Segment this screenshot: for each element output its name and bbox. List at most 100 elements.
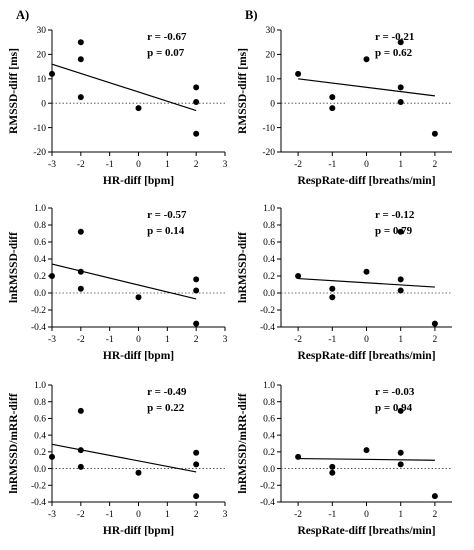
x-tick-label: 2 (433, 160, 438, 170)
x-tick-label: 1 (165, 510, 170, 520)
y-tick-label: 20 (37, 51, 47, 61)
panel-3: -0.4 -0.2 0.0 0.2 0.4 0.6 0.8 1.0 -3 -2 -1 0 1 2 3 r = … (8, 204, 228, 362)
x-tick-label: 2 (194, 160, 199, 170)
data-point (363, 268, 370, 275)
x-tick-label: 1 (398, 510, 403, 520)
data-point (49, 273, 55, 279)
x-tick-label: -2 (294, 510, 302, 520)
x-tick-label: 0 (136, 160, 141, 170)
data-point (193, 449, 200, 456)
x-tick-label: 0 (136, 335, 141, 345)
x-axis-label: RespRate-diff [breaths/min] (297, 175, 435, 187)
data-point (295, 453, 302, 460)
r-value: r = -0.67 (147, 31, 187, 43)
y-tick-label: 1.0 (34, 381, 46, 391)
data-point (329, 94, 336, 101)
data-point (135, 469, 142, 476)
y-tick-label: 0.6 (263, 238, 275, 248)
y-tick-label: 0.8 (263, 398, 275, 408)
x-tick-label: -1 (106, 160, 114, 170)
y-tick-label: 0.0 (263, 465, 275, 475)
x-tick-label: 0 (136, 510, 141, 520)
y-axis-label: RMSSD-diff [ms] (8, 48, 20, 134)
data-point (397, 276, 404, 283)
data-point (77, 463, 84, 470)
y-tick-label: 0.2 (263, 448, 275, 458)
y-tick-label: 0.2 (263, 272, 275, 282)
data-point (397, 461, 404, 468)
data-point (329, 285, 336, 292)
y-tick-label: 0.6 (263, 415, 275, 425)
y-tick-label: 0.4 (34, 431, 46, 441)
y-tick-label: 0 (41, 99, 46, 109)
y-tick-label: 10 (266, 75, 276, 85)
p-value: p = 0.07 (147, 47, 185, 59)
data-point (431, 320, 438, 327)
panel-label: B) (245, 8, 258, 22)
data-point (295, 273, 302, 279)
data-point (77, 268, 84, 275)
data-point (135, 294, 142, 301)
data-point (431, 130, 438, 137)
y-tick-label: 10 (37, 75, 47, 85)
data-point (329, 105, 336, 112)
y-tick-label: -0.4 (260, 323, 275, 333)
y-tick-label: -0.2 (260, 481, 275, 491)
panel-6: -0.4 -0.2 0.0 0.2 0.4 0.6 0.8 1.0 -2 -1 0 1 2 r = -0.… (237, 381, 452, 537)
y-tick-label: -0.4 (260, 498, 275, 508)
x-axis-label: HR-diff [bpm] (103, 350, 174, 362)
p-value: p = 0.79 (375, 225, 413, 237)
regression-line (298, 277, 435, 288)
p-value: p = 0.94 (375, 402, 413, 414)
y-tick-label: 0.0 (34, 465, 46, 475)
data-point (295, 70, 302, 77)
panel-4: -0.4 -0.2 0.0 0.2 0.4 0.6 0.8 1.0 -2 -1 0 1 2 r = -0.… (237, 204, 452, 362)
x-tick-label: 3 (223, 510, 228, 520)
data-point (77, 447, 84, 454)
x-tick-label: -1 (328, 160, 336, 170)
data-point (363, 56, 370, 63)
data-point (49, 453, 55, 460)
r-value: r = -0.21 (375, 31, 414, 43)
x-tick-label: 2 (433, 510, 438, 520)
x-tick-label: -1 (106, 335, 114, 345)
x-tick-label: 2 (194, 335, 199, 345)
y-tick-label: -10 (33, 124, 46, 134)
y-tick-label: 0.0 (34, 289, 46, 299)
data-point (397, 228, 404, 235)
y-tick-label: -0.2 (31, 306, 46, 316)
data-point (329, 294, 336, 301)
x-tick-label: 3 (223, 160, 228, 170)
x-tick-label: 0 (364, 510, 369, 520)
y-axis-label: lnRMSSD/mRR-diff (237, 393, 249, 493)
data-point (49, 70, 55, 77)
regression-line (51, 443, 197, 473)
data-point (193, 493, 200, 500)
x-tick-label: 3 (223, 335, 228, 345)
y-tick-label: 0.6 (34, 238, 46, 248)
x-tick-label: 1 (165, 335, 170, 345)
x-tick-label: -1 (328, 510, 336, 520)
y-axis-label: lnRMSSD-diff (8, 232, 20, 303)
y-tick-label: -0.2 (31, 481, 46, 491)
y-tick-label: 1.0 (263, 381, 275, 391)
y-tick-label: 20 (266, 51, 276, 61)
data-point (431, 493, 438, 500)
data-point (397, 39, 404, 46)
y-tick-label: 30 (266, 26, 276, 36)
y-axis-label: lnRMSSD/mRR-diff (8, 393, 20, 493)
y-tick-label: 0.8 (34, 398, 46, 408)
y-tick-label: -0.4 (31, 498, 46, 508)
x-axis-label: HR-diff [bpm] (103, 175, 174, 187)
y-tick-label: 0.8 (263, 221, 275, 231)
x-tick-label: 2 (194, 510, 199, 520)
x-tick-label: -2 (77, 160, 85, 170)
x-tick-label: 1 (398, 160, 403, 170)
r-value: r = -0.57 (147, 209, 187, 221)
x-tick-label: 0 (364, 335, 369, 345)
x-tick-label: -3 (48, 510, 56, 520)
y-tick-label: 0.4 (34, 255, 46, 265)
data-point (397, 287, 404, 294)
